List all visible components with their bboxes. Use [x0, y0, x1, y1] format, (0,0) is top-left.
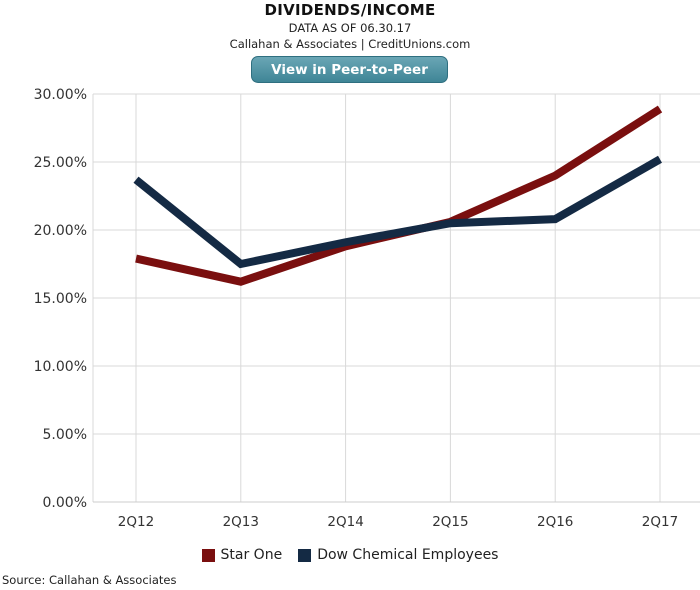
y-tick-label: 10.00% — [34, 359, 87, 375]
y-tick-label: 0.00% — [43, 495, 87, 511]
legend-swatch-dow-chemical-employees — [298, 548, 312, 562]
view-in-peer-to-peer-button[interactable]: View in Peer-to-Peer — [251, 56, 448, 83]
line-chart: 0.00% 5.00% 10.00% 15.00% 20.00% 25.00% 30.00%… — [34, 87, 700, 530]
source-note: Source: Callahan & Associates — [2, 573, 177, 587]
chart-legend: Star One Dow Chemical Employees — [0, 547, 700, 563]
legend-item-star-one[interactable]: Star One — [201, 547, 283, 563]
legend-label-star-one: Star One — [220, 547, 283, 563]
x-tick-label: 2Q15 — [432, 514, 468, 530]
x-tick-label: 2Q13 — [223, 514, 259, 530]
series-line-dow-chemical-employees — [133, 155, 662, 269]
y-tick-label: 15.00% — [34, 291, 87, 307]
chart-title: DIVIDENDS/INCOME — [264, 1, 436, 19]
attribution-label: Callahan & Associates | CreditUnions.com — [229, 37, 471, 51]
x-tick-label: 2Q12 — [118, 514, 154, 530]
y-tick-label: 20.00% — [34, 223, 87, 239]
y-tick-label: 25.00% — [34, 155, 87, 171]
legend-item-dow-chemical-employees[interactable]: Dow Chemical Employees — [298, 547, 498, 563]
x-tick-label: 2Q17 — [642, 514, 678, 530]
y-tick-label: 5.00% — [43, 427, 87, 443]
legend-label-dow-chemical-employees: Dow Chemical Employees — [317, 547, 499, 563]
y-tick-label: 30.00% — [34, 87, 87, 103]
data-as-of-label: DATA AS OF 06.30.17 — [288, 21, 412, 35]
x-tick-label: 2Q16 — [537, 514, 573, 530]
x-tick-label: 2Q14 — [327, 514, 363, 530]
series-line-star-one — [135, 105, 663, 286]
legend-swatch-star-one — [201, 548, 215, 562]
